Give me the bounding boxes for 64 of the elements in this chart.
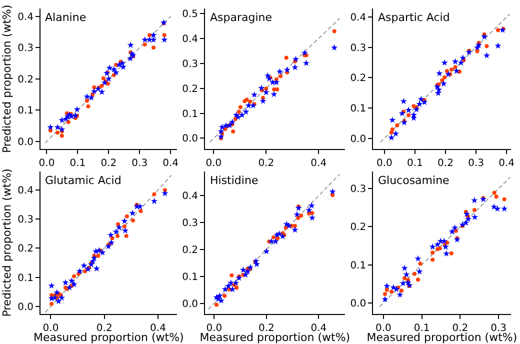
chart-title: Asparagine <box>210 11 272 24</box>
y-tick-label: 0.5 <box>182 9 198 20</box>
y-tick-label: 0.2 <box>350 73 366 84</box>
chart-title: Glutamic Acid <box>45 174 122 187</box>
x-axis-title: Measured proportion (wt%) <box>33 331 184 344</box>
x-tick-label: 0.2 <box>100 158 117 170</box>
y-tick-label: 0.4 <box>182 191 198 202</box>
y-tick-label: 0.4 <box>18 185 34 196</box>
x-tick-label: 0.3 <box>132 158 148 170</box>
y-tick-label: 0.0 <box>350 298 366 310</box>
y-tick-label: 0.0 <box>18 136 34 148</box>
y-tick-label: 0.3 <box>350 42 366 54</box>
x-tick-label: 0.0 <box>42 322 59 334</box>
chart-title: Histidine <box>210 174 258 187</box>
y-axis-title: Predicted proportion (wt%) <box>0 4 14 154</box>
x-tick-label: 0.1 <box>70 158 86 170</box>
y-tick-label: 0.4 <box>350 12 366 24</box>
x-tick-label: 0.3 <box>468 158 484 170</box>
x-tick-label: 0.4 <box>310 158 327 170</box>
x-tick-label: 0.2 <box>452 322 468 334</box>
y-tick-label: 0.2 <box>182 245 198 256</box>
y-tick-label: 0.3 <box>18 43 34 54</box>
x-tick-label: 0.2 <box>258 158 274 170</box>
x-tick-label: 0.0 <box>376 158 392 170</box>
y-tick-label: 0.0 <box>350 134 366 145</box>
y-tick-label: 0.2 <box>350 222 366 234</box>
x-tick-label: 0.2 <box>258 322 274 334</box>
y-tick-label: 0.3 <box>182 58 198 70</box>
x-tick-label: 0.4 <box>310 322 327 334</box>
y-tick-label: 0.4 <box>182 34 198 45</box>
y-tick-label: 0.3 <box>18 214 34 226</box>
x-axis-title: Measured proportion (wt%) <box>200 331 350 344</box>
y-tick-label: 0.3 <box>350 184 366 196</box>
y-tick-label: 0.1 <box>182 108 198 120</box>
y-tick-label: 0.3 <box>182 218 198 230</box>
y-tick-label: 0.1 <box>350 260 366 272</box>
x-tick-label: 0.0 <box>38 158 55 170</box>
chart-title: Glucosamine <box>378 174 450 187</box>
y-tick-label: 0.2 <box>18 74 34 86</box>
x-tick-label: 0.1 <box>406 158 423 170</box>
x-tick-label: 0.4 <box>498 158 515 170</box>
y-tick-label: 0.0 <box>182 134 198 145</box>
y-tick-label: 0.0 <box>18 302 34 314</box>
x-tick-label: 0.0 <box>206 322 222 334</box>
x-tick-label: 0.0 <box>206 158 222 170</box>
x-tick-label: 0.4 <box>162 158 179 170</box>
y-tick-label: 0.4 <box>18 12 34 23</box>
y-tick-label: 0.2 <box>18 244 34 255</box>
x-axis-title: Measured proportion (wt%) <box>366 331 518 344</box>
y-axis-title: Predicted proportion (wt%) <box>0 168 14 317</box>
y-tick-label: 0.1 <box>350 103 366 114</box>
x-tick-label: 0.2 <box>438 158 454 170</box>
x-tick-label: 0.0 <box>376 322 392 334</box>
x-tick-label: 0.2 <box>96 322 112 334</box>
x-tick-label: 0.3 <box>490 322 507 334</box>
chart-title: Aspartic Acid <box>378 11 450 24</box>
y-tick-label: 0.0 <box>182 298 198 310</box>
y-tick-label: 0.1 <box>18 106 34 117</box>
x-tick-label: 0.4 <box>150 322 166 334</box>
y-tick-label: 0.1 <box>18 272 34 284</box>
y-tick-label: 0.2 <box>182 84 198 95</box>
chart-title: Alanine <box>45 11 86 24</box>
y-tick-label: 0.1 <box>182 272 198 283</box>
x-tick-label: 0.1 <box>414 322 430 334</box>
